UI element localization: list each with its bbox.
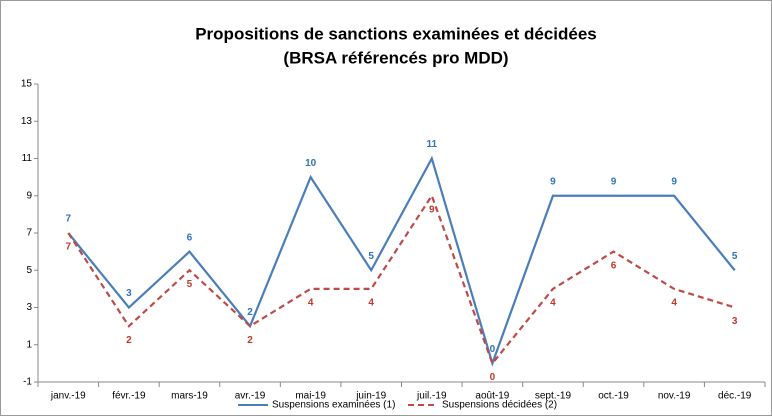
data-label: 9 [671,176,677,187]
x-tick-label: juil.-19 [416,391,447,402]
data-label: 4 [671,298,677,309]
y-tick-label: 3 [26,302,32,313]
x-tick-label: avr.-19 [235,391,266,402]
x-tick-label: oct.-19 [598,391,629,402]
legend-label: Suspensions examinées (1) [272,400,395,411]
series-line [67,193,736,366]
y-tick-label: 9 [26,190,32,201]
data-label: 0 [490,344,496,355]
data-label: 2 [126,335,132,346]
data-label: 4 [308,298,314,309]
data-label: 9 [611,176,617,187]
x-tick-label: juin-19 [355,391,386,402]
x-tick-label: mai-19 [295,391,326,402]
y-tick-label: 5 [26,265,32,276]
chart-subtitle: (BRSA référencés pro MDD) [283,48,508,67]
data-label: 4 [550,298,556,309]
y-tick-label: -1 [23,377,32,388]
x-tick-label: août-19 [475,391,509,402]
y-tick-label: 1 [26,339,32,350]
data-label: 6 [611,260,617,271]
data-label: 7 [66,242,72,253]
x-tick-label: mars-19 [171,391,208,402]
legend-label: Suspensions décidées (2) [442,400,557,411]
x-tick-label: janv.-19 [50,391,86,402]
x-tick-label: déc.-19 [718,391,752,402]
data-label: 10 [305,158,317,169]
series-line [67,155,736,367]
data-label: 2 [247,335,253,346]
data-label: 5 [187,279,193,290]
y-tick-label: 7 [26,228,32,239]
data-label: 9 [429,204,435,215]
y-tick-label: 15 [21,79,33,90]
y-tick-label: 11 [22,153,33,164]
chart-title: Propositions de sanctions examinées et d… [195,24,597,43]
data-label: 3 [732,316,738,327]
data-label: 9 [550,176,556,187]
data-label: 0 [490,372,496,383]
x-tick-label: sept.-19 [535,391,572,402]
data-label: 4 [368,298,374,309]
data-label: 3 [126,288,132,299]
data-label: 5 [368,251,374,262]
y-tick-label: 13 [21,116,33,127]
data-label: 2 [247,307,253,318]
data-label: 11 [427,139,438,150]
data-label: 5 [732,251,738,262]
x-tick-label: févr.-19 [112,391,146,402]
data-label: 6 [187,232,193,243]
x-tick-label: nov.-19 [658,391,691,402]
data-label: 7 [66,214,72,225]
